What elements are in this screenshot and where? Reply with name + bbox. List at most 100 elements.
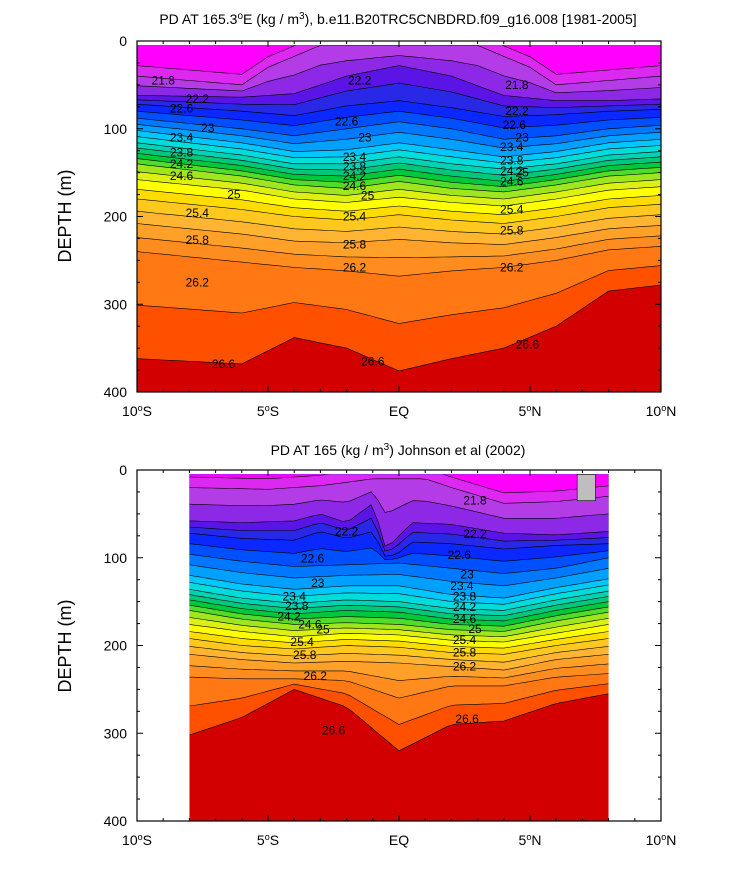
y-tick-label: 100 bbox=[104, 121, 128, 137]
y-axis-label: DEPTH (m) bbox=[55, 170, 75, 263]
contour-label: 25.4 bbox=[290, 635, 314, 649]
contour-label: 24.2 bbox=[277, 610, 301, 624]
contour-label: 26.2 bbox=[186, 275, 210, 289]
contour-label: 25.8 bbox=[293, 648, 317, 662]
y-tick-label: 400 bbox=[104, 813, 128, 829]
x-tick-label: 10oN bbox=[646, 403, 677, 419]
contour-label: 24.6 bbox=[453, 612, 477, 626]
contour-label: 25 bbox=[515, 166, 529, 180]
x-tick-label: 10oN bbox=[646, 832, 677, 848]
contour-label: 25 bbox=[361, 188, 375, 202]
contour-label: 24.6 bbox=[298, 617, 322, 631]
contour-label: 23 bbox=[201, 121, 215, 135]
y-tick-label: 200 bbox=[104, 209, 128, 225]
density-band bbox=[189, 474, 609, 493]
plot-area: 21.822.2 22.222.6 22.6232323.423.423.823.8… bbox=[104, 462, 677, 848]
contour-label: 25.4 bbox=[500, 203, 524, 217]
contour-label: 22.6 bbox=[170, 102, 194, 116]
y-tick-label: 100 bbox=[104, 550, 128, 566]
axes: 0 100 200 300 400 10oS 5oS EQ 5oN 10oN bbox=[104, 33, 677, 419]
y-tick-label: 0 bbox=[119, 33, 127, 49]
y-tick-label: 400 bbox=[104, 384, 128, 400]
contour-label: 26.6 bbox=[212, 357, 236, 371]
contour-label: 23.4 bbox=[283, 589, 307, 603]
contour-label: 21.8 bbox=[463, 494, 487, 508]
contour-label: 26.2 bbox=[500, 260, 524, 274]
contour-label: 22.2 bbox=[463, 527, 487, 541]
contour-label: 23.4 bbox=[450, 579, 474, 593]
contour-label: 25 bbox=[316, 623, 330, 637]
contour-label: 26.2 bbox=[343, 260, 367, 274]
contour-label: 26.2 bbox=[304, 669, 328, 683]
y-tick-label: 200 bbox=[104, 638, 128, 654]
contour-line bbox=[189, 474, 609, 494]
panel-title: PD AT 165 (kg / m3) Johnson et al (2002) bbox=[271, 442, 526, 459]
contour-line bbox=[189, 504, 609, 547]
contour-line bbox=[189, 638, 609, 655]
density-band bbox=[137, 45, 661, 75]
contour-line bbox=[137, 158, 661, 188]
contour-label: 23 bbox=[311, 576, 325, 590]
contour-label: 22.2 bbox=[348, 74, 372, 88]
x-tick-label: EQ bbox=[389, 403, 409, 419]
contour-label: 24.6 bbox=[500, 174, 524, 188]
contour-label: 26.6 bbox=[322, 724, 346, 738]
contour-label: 22.2 bbox=[335, 524, 359, 538]
contour-label: 24.2 bbox=[453, 600, 477, 614]
contour-line bbox=[137, 171, 661, 200]
contour-labels: 21.822.2 22.222.6 22.6232323.423.423.823.8… bbox=[277, 494, 487, 738]
panel-observations: PD AT 165 (kg / m3) Johnson et al (2002)… bbox=[55, 442, 676, 849]
contour-fills bbox=[137, 45, 661, 392]
contour-label: 25.8 bbox=[500, 224, 524, 238]
contour-line bbox=[137, 223, 661, 245]
contour-label: 22.6 bbox=[503, 118, 527, 132]
contour-line bbox=[137, 210, 661, 235]
contour-line bbox=[137, 189, 661, 216]
panel-model: PD AT 165.3oE (kg / m3), b.e11.B20TRC5CN… bbox=[55, 11, 676, 420]
contour-line bbox=[137, 82, 661, 109]
contour-line bbox=[189, 543, 609, 562]
contour-line bbox=[137, 65, 661, 101]
contour-label: 25.4 bbox=[343, 210, 367, 224]
contour-line bbox=[189, 689, 609, 752]
contour-line bbox=[137, 117, 661, 140]
contour-line bbox=[189, 594, 609, 617]
contour-label: 21.8 bbox=[152, 74, 176, 88]
contour-line bbox=[189, 564, 609, 587]
contour-line bbox=[189, 646, 609, 663]
contour-label: 22.2 bbox=[505, 104, 529, 118]
contour-label: 25.8 bbox=[343, 238, 367, 252]
contour-line bbox=[137, 55, 661, 94]
y-tick-label: 300 bbox=[104, 725, 128, 741]
contour-label: 23 bbox=[515, 131, 529, 145]
y-tick-label: 300 bbox=[104, 296, 128, 312]
x-tick-label: 5oS bbox=[257, 832, 279, 848]
panel-title: PD AT 165.3oE (kg / m3), b.e11.B20TRC5CN… bbox=[159, 11, 636, 28]
contour-label: 23.4 bbox=[170, 131, 194, 145]
contour-line bbox=[189, 624, 609, 643]
contour-label: 23.8 bbox=[453, 589, 477, 603]
contour-line bbox=[189, 531, 609, 557]
contour-line bbox=[137, 45, 661, 75]
contour-label: 25.8 bbox=[186, 233, 210, 247]
contour-line bbox=[189, 553, 609, 574]
contour-line bbox=[189, 604, 609, 627]
contour-line bbox=[189, 582, 609, 605]
contour-label: 23.8 bbox=[285, 599, 309, 613]
contour-line bbox=[137, 130, 661, 158]
contour-label: 25 bbox=[227, 188, 241, 202]
x-tick-label: 10oS bbox=[122, 832, 152, 848]
contour-label: 23.4 bbox=[343, 150, 367, 164]
contour-line bbox=[189, 517, 609, 552]
contour-line bbox=[137, 136, 661, 164]
missing-data-region bbox=[576, 474, 596, 502]
contour-line bbox=[137, 100, 661, 117]
contour-line bbox=[137, 198, 661, 224]
contour-line bbox=[189, 599, 609, 622]
contour-label: 23.8 bbox=[343, 160, 367, 174]
contour-label: 24.6 bbox=[343, 179, 367, 193]
contour-line bbox=[137, 153, 661, 182]
contour-fills bbox=[189, 474, 609, 821]
contour-line bbox=[137, 147, 661, 176]
contour-label: 22.6 bbox=[448, 548, 472, 562]
